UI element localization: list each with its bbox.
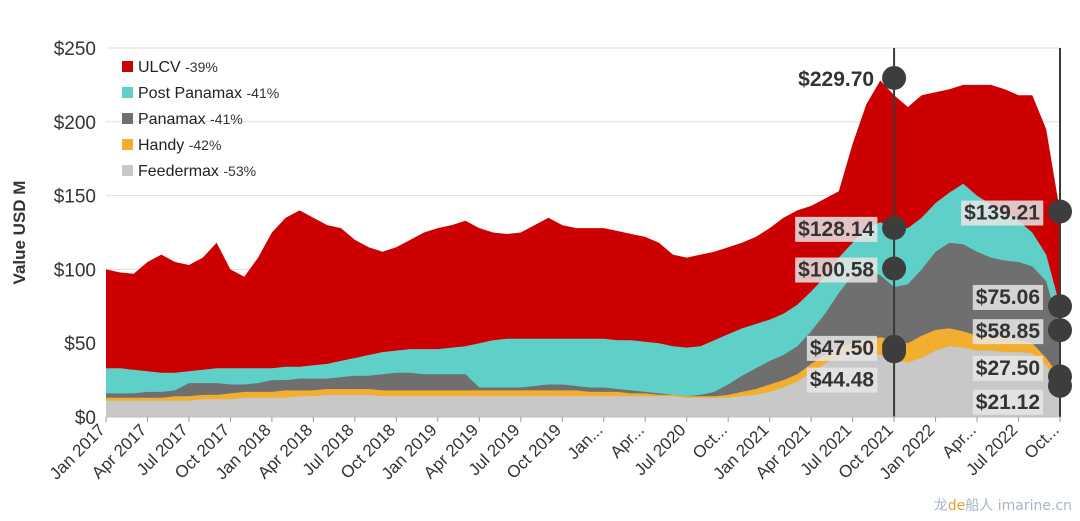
annotation-marker (1048, 294, 1072, 319)
legend-label: Post Panamax -41% (138, 85, 279, 102)
legend-series-change: -41% (247, 85, 280, 101)
area-feedermax (106, 346, 1060, 417)
watermark: 龙de船人 imarine.cn (934, 495, 1072, 515)
annotation-label: $75.06 (976, 286, 1040, 309)
legend-series-change: -39% (185, 59, 218, 75)
annotation-box (795, 257, 878, 283)
legend: ULCV -39%Post Panamax -41%Panamax -41%Ha… (122, 59, 279, 180)
y-tick-label: $50 (64, 334, 96, 355)
legend-swatch (122, 139, 133, 150)
legend-swatch (122, 113, 133, 124)
legend-series-change: -42% (189, 137, 222, 153)
legend-label: Feedermax -53% (138, 163, 256, 180)
legend-swatch (122, 61, 133, 72)
annotation-box (972, 284, 1043, 310)
annotation-marker (1048, 199, 1072, 224)
legend-label: ULCV -39% (138, 59, 218, 76)
annotation-box (961, 200, 1044, 226)
annotation-box (806, 367, 878, 393)
annotation-box (972, 389, 1043, 415)
annotation-label: $100.58 (798, 259, 874, 282)
annotation-label: $58.85 (976, 320, 1041, 343)
annotation-marker (882, 256, 907, 281)
legend-label: Handy -42% (138, 137, 221, 154)
y-tick-label: $0 (75, 408, 96, 429)
annotation-label: $47.50 (810, 337, 874, 360)
annotation-label: $128.14 (798, 218, 874, 241)
y-axis: $0 $50 $100 $150 $200 $250 (54, 39, 96, 429)
annotations: $229.70 $128.14 $100.58 $47.50 $44.48 $139.21… (795, 65, 1072, 415)
y-tick-label: $200 (54, 113, 96, 134)
annotation-label: $21.12 (976, 391, 1040, 414)
legend-series-name: Panamax (138, 111, 210, 128)
annotation-label: $27.50 (976, 357, 1040, 380)
annotation-label: $229.70 (798, 68, 874, 91)
watermark-mid: de (947, 498, 966, 514)
annotation-box (795, 216, 878, 242)
y-tick-label: $250 (54, 39, 96, 60)
area-series (106, 80, 1060, 417)
x-tick-label: Jan... (564, 420, 607, 463)
annotation-marker (1048, 318, 1072, 343)
annotation-marker (882, 339, 907, 364)
legend-series-change: -41% (210, 111, 243, 127)
legend-series-name: ULCV (138, 59, 185, 76)
watermark-suffix: 船人 (965, 498, 994, 514)
y-tick-label: $100 (54, 260, 96, 281)
annotation-marker (882, 65, 907, 90)
legend-series-name: Feedermax (138, 163, 223, 180)
annotation-label: $139.21 (964, 202, 1040, 225)
watermark-prefix: 龙 (933, 498, 948, 514)
annotation-marker (882, 215, 907, 240)
y-axis-label: Value USD M (10, 181, 29, 285)
legend-series-name: Post Panamax (138, 85, 247, 102)
legend-label: Panamax -41% (138, 111, 243, 128)
legend-series-name: Handy (138, 137, 189, 154)
annotation-box (972, 355, 1043, 381)
annotation-box (806, 335, 878, 361)
y-tick-label: $150 (54, 187, 96, 208)
watermark-site: imarine.cn (993, 498, 1072, 514)
legend-swatch (122, 165, 133, 176)
x-tick-label: Oct... (1021, 420, 1063, 462)
annotation-label: $44.48 (810, 369, 875, 392)
legend-series-change: -53% (223, 163, 256, 179)
legend-swatch (122, 87, 133, 98)
annotation-box (972, 319, 1044, 345)
annotation-marker (1048, 373, 1072, 398)
